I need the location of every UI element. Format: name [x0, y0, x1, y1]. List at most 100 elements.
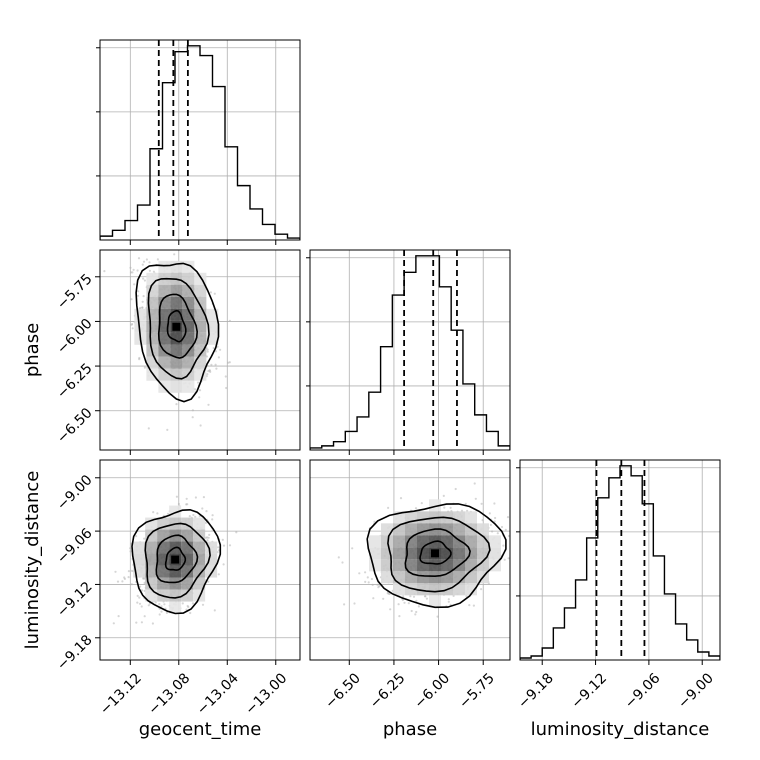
density-cell: [193, 589, 206, 602]
scatter-point: [221, 538, 224, 541]
contour-level: [155, 534, 199, 584]
scatter-point: [343, 603, 346, 606]
scatter-point: [217, 356, 220, 359]
density-cell: [169, 577, 182, 590]
scatter-point: [147, 427, 150, 430]
scatter-point: [366, 576, 369, 579]
density-cell: [170, 356, 183, 369]
density-cell: [145, 553, 158, 566]
density-cell: [417, 547, 429, 560]
density-cell: [145, 517, 158, 530]
scatter-point: [141, 306, 144, 309]
scatter-point: [367, 581, 370, 584]
y-axis-label-luminosity_distance: luminosity_distance: [22, 471, 43, 650]
scatter-point: [136, 269, 139, 272]
y-tick-label: −9.18: [54, 632, 96, 674]
density-cell: [393, 571, 405, 584]
scatter-point: [417, 605, 420, 608]
density-cell: [193, 541, 206, 554]
scatter-point: [156, 258, 159, 261]
scatter-point: [208, 533, 211, 537]
scatter-point: [409, 595, 412, 598]
scatter-point: [506, 516, 510, 519]
y-tick-label: −9.06: [54, 525, 96, 567]
histogram-step-luminosity_distance: [520, 465, 720, 660]
scatter-point: [137, 257, 141, 260]
scatter-point: [138, 602, 142, 605]
density-cell: [393, 559, 405, 572]
density-cell: [405, 583, 417, 596]
scatter-point: [188, 515, 191, 518]
scatter-point: [225, 386, 228, 390]
panel-frame: [99, 459, 301, 661]
scatter-point: [387, 506, 390, 509]
density-cell: [170, 344, 183, 357]
scatter-point: [415, 599, 418, 602]
x-tick-label: −13.08: [145, 670, 193, 718]
scatter-point: [364, 580, 367, 584]
contour-level: [166, 309, 187, 343]
scatter-point: [194, 496, 197, 499]
density-cell: [181, 529, 194, 542]
scatter-point: [468, 604, 471, 607]
density-cell: [393, 523, 405, 536]
scatter-point: [507, 557, 510, 560]
contour-level: [144, 522, 211, 599]
scatter-point: [502, 544, 505, 547]
scatter-point: [205, 510, 208, 513]
x-tick-label: −13.00: [242, 670, 290, 718]
density-cell: [169, 565, 182, 578]
scatter-point: [512, 559, 514, 561]
scatter-point: [219, 348, 222, 351]
panel-content: [310, 460, 545, 660]
scatter-point: [213, 609, 216, 612]
scatter-point: [143, 279, 146, 282]
scatter-point: [206, 373, 209, 376]
scatter-point: [460, 509, 464, 512]
scatter-point: [201, 507, 204, 510]
scatter-point: [213, 292, 216, 295]
scatter-point: [130, 298, 133, 301]
scatter-point: [454, 487, 457, 491]
scatter-point: [543, 488, 545, 490]
density-cell: [465, 547, 477, 560]
density-cell: [133, 553, 146, 566]
density-cell: [369, 559, 381, 572]
scatter-point: [189, 611, 192, 615]
scatter-point: [160, 610, 163, 613]
scatter-point: [148, 261, 151, 264]
y-tick-label: −9.12: [54, 579, 96, 621]
density-cell: [381, 559, 393, 572]
panel-geocent_time-vs-phase: −6.50−6.25−6.00−5.75: [54, 247, 301, 455]
x-tick-label: −6.25: [367, 670, 409, 712]
density-cell: [145, 541, 158, 554]
scatter-point: [198, 389, 202, 392]
scatter-point: [187, 605, 190, 609]
scatter-point: [517, 527, 519, 529]
scatter-point: [139, 585, 142, 588]
scatter-point: [205, 247, 207, 249]
scatter-point: [415, 610, 418, 614]
scatter-point: [464, 502, 467, 505]
density-cell: [181, 577, 194, 590]
scatter-point: [214, 350, 218, 353]
contour-level: [419, 540, 452, 565]
scatter-point: [493, 520, 496, 523]
scatter-point: [364, 571, 367, 574]
scatter-point: [112, 622, 115, 625]
density-peak: [171, 555, 180, 564]
scatter-point: [135, 621, 138, 624]
scatter-point: [493, 502, 496, 505]
scatter-point: [201, 603, 205, 606]
scatter-point: [207, 580, 210, 583]
y-tick-label: −5.75: [54, 271, 96, 313]
density-cell: [193, 577, 206, 590]
density-cell: [193, 565, 206, 578]
scatter-point: [194, 515, 197, 518]
scatter-point: [442, 494, 445, 497]
y-axis-label-phase: phase: [22, 323, 43, 377]
scatter-point: [192, 513, 195, 517]
density-cell: [134, 308, 147, 321]
scatter-point: [143, 537, 146, 540]
density-cell: [169, 589, 182, 602]
